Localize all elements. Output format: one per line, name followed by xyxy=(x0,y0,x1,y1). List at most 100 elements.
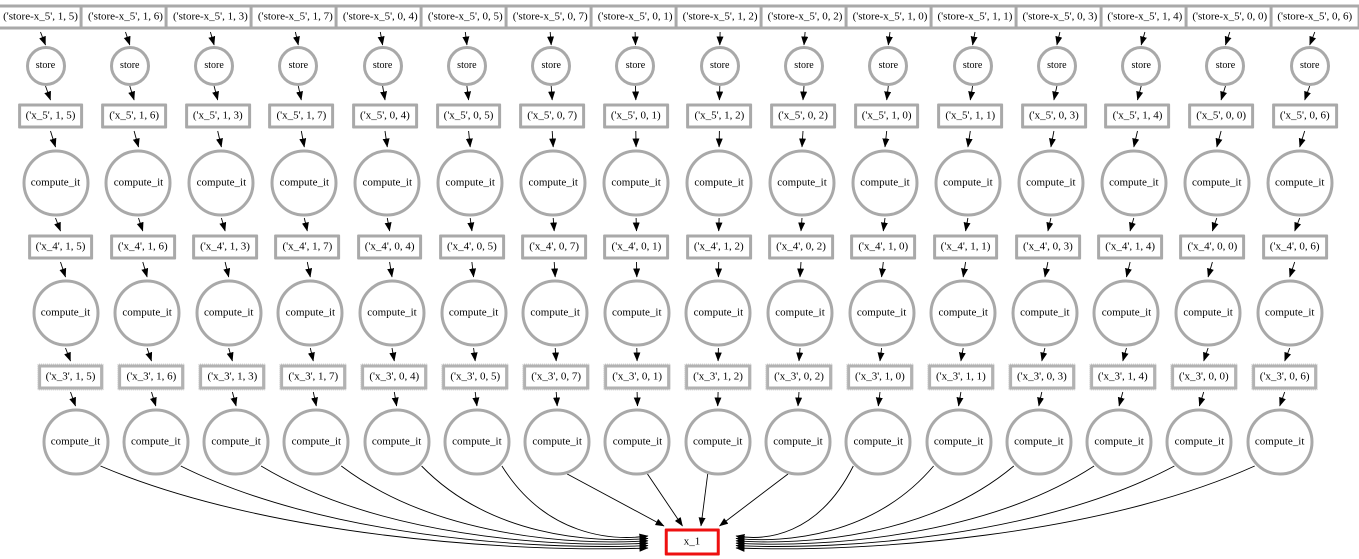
edge-line xyxy=(1224,31,1232,46)
edge-line xyxy=(128,85,135,101)
compute-circle: compute_it xyxy=(602,149,670,217)
compute-circle: compute_it xyxy=(851,149,919,217)
x3-key-box: ('x_3', 0, 6) xyxy=(1250,363,1319,391)
compute-circle: compute_it xyxy=(934,149,1002,217)
edge-line xyxy=(216,130,223,148)
edge-line xyxy=(970,31,978,46)
store-circle: store xyxy=(531,46,572,86)
edge-line xyxy=(1052,85,1060,101)
compute-circle: compute_it xyxy=(122,408,190,476)
compute-circle: compute_it xyxy=(684,279,752,347)
store-circle: store xyxy=(194,46,235,86)
store-key-box: ('store-x_5', 0, 7) xyxy=(504,4,596,30)
edge-line xyxy=(1289,261,1296,278)
edge-line xyxy=(1207,261,1214,278)
edge-line xyxy=(1132,130,1140,148)
compute-circle: compute_it xyxy=(113,279,181,347)
x5-key-box: ('x_5', 0, 6) xyxy=(1271,103,1338,129)
compute-circle: compute_it xyxy=(1092,279,1160,347)
compute-circle: compute_it xyxy=(521,279,589,347)
edge-line xyxy=(136,217,144,232)
x4-key-box: ('x_4', 0, 5) xyxy=(438,234,505,260)
compute-circle: compute_it xyxy=(1100,149,1168,217)
store-circle: store xyxy=(278,46,319,86)
store-key-box: ('store-x_5', 1, 6) xyxy=(80,4,171,30)
x4-key-box: ('x_4', 1, 5) xyxy=(27,234,94,260)
edge-line xyxy=(880,217,888,232)
compute-circle: compute_it xyxy=(929,279,997,347)
x5-key-box: ('x_5', 1, 2) xyxy=(686,103,753,129)
store-circle: store xyxy=(446,46,487,86)
edge-line xyxy=(1125,261,1132,278)
compute-circle: compute_it xyxy=(1085,408,1153,476)
edge-line xyxy=(54,217,61,232)
edge-line xyxy=(380,85,388,101)
compute-circle: compute_it xyxy=(1266,149,1334,217)
x3-key-box: ('x_3', 1, 3) xyxy=(198,363,267,391)
x4-key-box: ('x_4', 1, 6) xyxy=(109,234,176,260)
compute-circle: compute_it xyxy=(104,149,172,217)
edge-line xyxy=(230,391,238,407)
edge-line xyxy=(800,85,808,101)
edge-line xyxy=(877,347,885,362)
edge-line xyxy=(391,391,399,407)
compute-circle: compute_it xyxy=(363,408,431,476)
edge-line xyxy=(735,465,1095,548)
x3-key-box: ('x_3', 1, 4) xyxy=(1088,363,1157,391)
x3-key-box: ('x_3', 0, 3) xyxy=(1007,363,1076,391)
store-circle: store xyxy=(1289,46,1330,86)
x3-key-box: ('x_3', 0, 7) xyxy=(522,363,591,391)
store-circle: store xyxy=(615,46,656,86)
compute-circle: compute_it xyxy=(276,279,344,347)
store-circle: store xyxy=(784,46,825,86)
compute-circle: compute_it xyxy=(187,149,255,217)
store-key-box: ('store-x_5', 0, 1) xyxy=(589,4,681,30)
edge-group xyxy=(39,31,1317,552)
edge-line xyxy=(879,261,887,278)
compute-circle: compute_it xyxy=(925,408,993,476)
store-circle: store xyxy=(25,46,66,86)
store-key-box: ('store-x_5', 0, 6) xyxy=(1269,4,1359,30)
edge-line xyxy=(799,130,807,148)
x3-key-box: ('x_3', 0, 1) xyxy=(603,363,672,391)
edge-line xyxy=(260,465,649,548)
compute-circle: compute_it xyxy=(603,408,671,476)
edge-line xyxy=(1055,31,1063,46)
compute-circle: compute_it xyxy=(1174,279,1242,347)
store-circle: store xyxy=(1036,46,1077,86)
compute-circle: compute_it xyxy=(764,408,832,476)
edge-line xyxy=(1298,130,1306,148)
edge-line xyxy=(305,261,313,278)
edge-line xyxy=(301,217,309,232)
x3-key-box: ('x_3', 1, 7) xyxy=(279,363,348,391)
x3-key-box: ('x_3', 0, 5) xyxy=(441,363,510,391)
edge-line xyxy=(389,347,397,362)
x4-key-box: ('x_4', 1, 2) xyxy=(685,234,752,260)
edge-line xyxy=(64,347,71,362)
edge-line xyxy=(884,85,892,101)
compute-circle: compute_it xyxy=(195,279,263,347)
x4-key-box: ('x_4', 1, 1) xyxy=(932,234,999,260)
compute-circle: compute_it xyxy=(436,149,504,217)
edge-line xyxy=(180,465,649,550)
edge-line xyxy=(1294,217,1302,232)
x5-key-box: ('x_5', 0, 4) xyxy=(352,103,418,129)
compute-circle: compute_it xyxy=(440,279,508,347)
x3-key-box: ('x_3', 0, 4) xyxy=(360,363,429,391)
store-key-box: ('store-x_5', 0, 4) xyxy=(334,4,426,30)
edge-line xyxy=(69,391,76,407)
store-key-box: ('store-x_5', 0, 3) xyxy=(1014,4,1106,30)
edge-line xyxy=(212,85,219,101)
store-key-box: ('store-x_5', 0, 2) xyxy=(759,4,851,30)
compute-circle: compute_it xyxy=(1011,279,1079,347)
edge-line xyxy=(1284,347,1292,362)
edge-line xyxy=(1279,391,1286,407)
edge-line xyxy=(307,347,315,362)
edge-line xyxy=(1040,347,1048,362)
x3-key-box: ('x_3', 0, 0) xyxy=(1169,363,1238,391)
store-key-box: ('store-x_5', 0, 0) xyxy=(1184,4,1276,30)
edge-line xyxy=(796,347,804,362)
edge-line xyxy=(100,465,649,552)
edge-line xyxy=(956,391,964,407)
